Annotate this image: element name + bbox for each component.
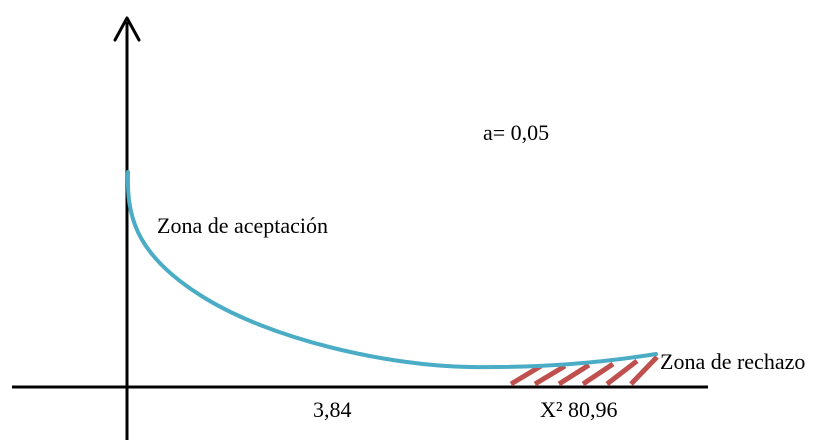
rejection-zone-label: Zona de rechazo <box>660 349 806 374</box>
critical-value-label: 3,84 <box>313 397 352 422</box>
acceptance-zone-label: Zona de aceptación <box>157 213 329 238</box>
hatch-line <box>581 361 615 387</box>
y-axis-arrowhead <box>113 16 141 42</box>
hatch-line <box>605 359 639 386</box>
distribution-curve <box>125 170 658 370</box>
hatch-line <box>533 363 567 387</box>
hatch-line <box>509 363 543 387</box>
rejection-zone-hatch <box>509 355 659 387</box>
chi-square-statistic-label: X² 80,96 <box>540 397 618 422</box>
significance-level-label: a= 0,05 <box>483 120 550 145</box>
hatch-line <box>557 362 591 387</box>
hatch-line <box>629 355 659 386</box>
